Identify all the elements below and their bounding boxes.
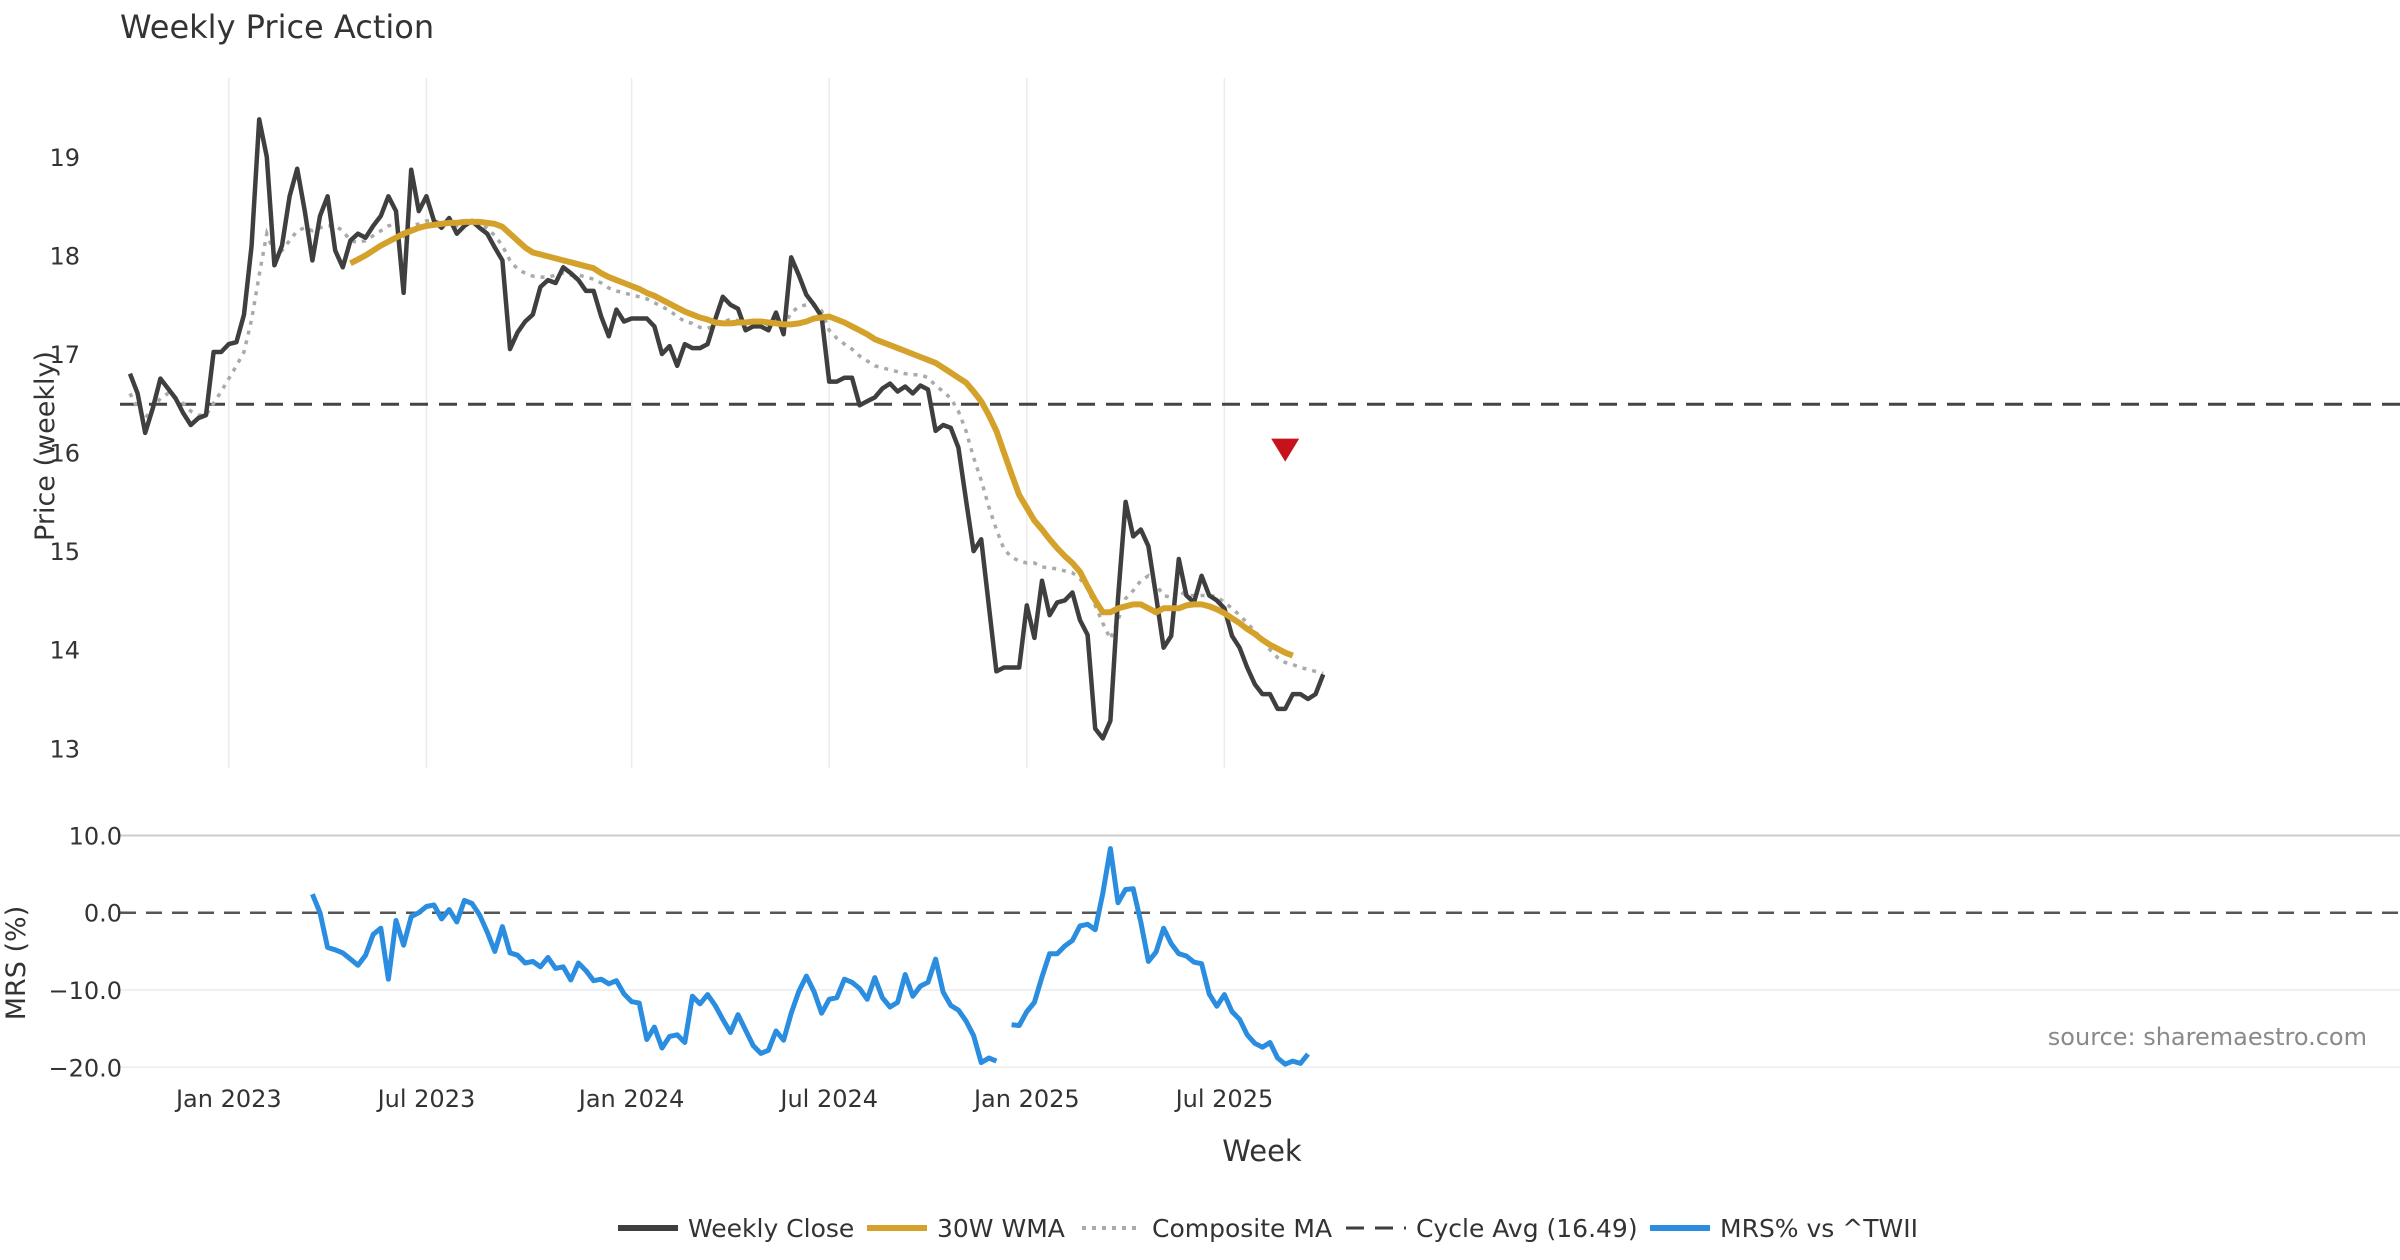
price-y-tick: 13	[49, 735, 80, 763]
mrs-gridlines	[120, 834, 2400, 1069]
mrs-y-tick: −10.0	[48, 977, 122, 1005]
legend-item-cycle-avg: Cycle Avg (16.49)	[1346, 1214, 1638, 1243]
x-tick-label: Jan 2024	[577, 1085, 685, 1113]
legend-item-weekly-close: Weekly Close	[618, 1214, 854, 1243]
price-y-tick: 14	[49, 637, 80, 665]
wma-30w-line	[349, 218, 1294, 659]
price-y-tick: 16	[49, 440, 80, 468]
price-y-ticks: 13 14 15 16 17 18 19	[49, 144, 80, 763]
legend-label-cycle-avg: Cycle Avg (16.49)	[1416, 1214, 1638, 1243]
x-axis-label: Week	[1222, 1134, 1302, 1168]
weekly-close-line	[127, 117, 1326, 741]
x-tick-label: Jan 2023	[174, 1085, 282, 1113]
price-panel: Price (weekly) 13 14 15 16 17 18 19	[30, 78, 2400, 768]
price-y-tick: 15	[49, 538, 80, 566]
mrs-panel: MRS (%) 10.0 0.0 −10.0 −20.0 source: sharem…	[1, 822, 2400, 1082]
legend-label-mrs: MRS% vs ^TWII	[1720, 1214, 1918, 1243]
mrs-y-tick: −20.0	[48, 1054, 122, 1082]
x-tick-label: Jul 2023	[376, 1085, 476, 1113]
price-y-tick: 17	[49, 341, 80, 369]
mrs-y-ticks: 10.0 0.0 −10.0 −20.0	[48, 822, 122, 1082]
mrs-y-tick: 0.0	[84, 900, 122, 928]
legend: Weekly Close 30W WMA Composite MA Cycle …	[618, 1214, 1918, 1243]
legend-label-wma: 30W WMA	[937, 1214, 1065, 1243]
price-y-tick: 18	[49, 242, 80, 270]
source-note: source: sharemaestro.com	[2048, 1023, 2367, 1051]
legend-item-composite-ma: Composite MA	[1082, 1214, 1332, 1243]
x-tick-labels: Jan 2023 Jul 2023 Jan 2024 Jul 2024 Jan 2025…	[174, 1085, 1273, 1113]
x-tick-label: Jul 2025	[1174, 1085, 1274, 1113]
price-y-tick: 19	[49, 144, 80, 172]
price-y-axis-label: Price (weekly)	[30, 351, 61, 541]
legend-label-weekly-close: Weekly Close	[688, 1214, 854, 1243]
legend-item-wma: 30W WMA	[867, 1214, 1065, 1243]
legend-item-mrs: MRS% vs ^TWII	[1650, 1214, 1918, 1243]
mrs-y-tick: 10.0	[69, 822, 122, 850]
chart-title: Weekly Price Action	[120, 8, 434, 46]
mrs-line	[310, 846, 1310, 1067]
x-tick-label: Jul 2024	[778, 1085, 878, 1113]
price-gridlines	[228, 78, 1226, 768]
legend-label-composite-ma: Composite MA	[1152, 1214, 1332, 1243]
mrs-y-axis-label: MRS (%)	[1, 906, 32, 1021]
x-tick-label: Jan 2025	[972, 1085, 1080, 1113]
sell-signal-marker	[1271, 438, 1300, 462]
